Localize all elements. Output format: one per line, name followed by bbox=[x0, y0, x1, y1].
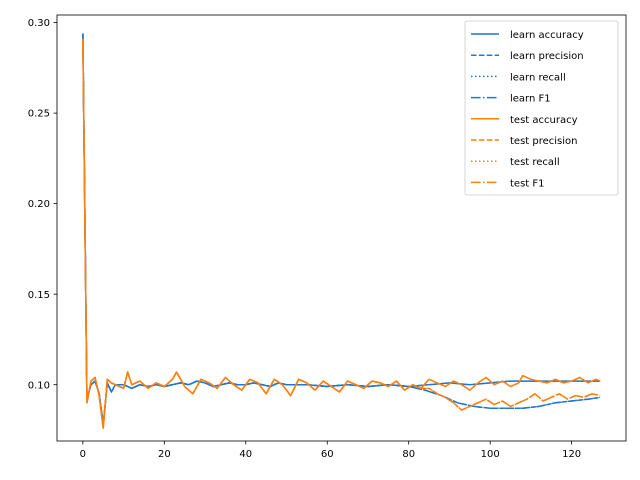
legend-entry: test precision bbox=[471, 136, 578, 147]
legend-items: learn accuracy learn precision learn recal… bbox=[471, 30, 584, 189]
x-tick-label: 100 bbox=[481, 449, 500, 460]
y-axis: 0.10 0.15 0.20 0.25 0.30 bbox=[28, 18, 57, 391]
series-line-learn-recall bbox=[82, 33, 601, 426]
legend-label: test precision bbox=[510, 136, 578, 147]
legend-box bbox=[464, 20, 619, 196]
y-tick-label: 0.25 bbox=[28, 109, 50, 120]
x-tick-label: 120 bbox=[562, 449, 581, 460]
legend-entry: learn precision bbox=[471, 51, 584, 62]
y-tick-label: 0.15 bbox=[28, 290, 50, 301]
y-tick-label: 0.10 bbox=[28, 380, 50, 391]
legend-label: test accuracy bbox=[510, 115, 578, 126]
x-tick-label: 20 bbox=[158, 449, 171, 460]
legend-label: learn recall bbox=[510, 72, 566, 83]
x-tick-label: 80 bbox=[402, 449, 415, 460]
legend-label: learn precision bbox=[510, 51, 584, 62]
plot-frame bbox=[56, 14, 627, 442]
legend-entry: test accuracy bbox=[471, 115, 578, 126]
legend-label: test recall bbox=[510, 157, 560, 168]
legend-label: learn F1 bbox=[510, 94, 551, 105]
legend-entry: learn F1 bbox=[471, 94, 551, 105]
y-tick-label: 0.20 bbox=[28, 199, 50, 210]
series-line-learn-f1 bbox=[82, 33, 601, 426]
x-tick-label: 60 bbox=[321, 449, 334, 460]
legend-entry: test F1 bbox=[471, 178, 545, 189]
legend-entry: learn recall bbox=[471, 72, 566, 83]
series-layer bbox=[82, 33, 601, 429]
legend-label: learn accuracy bbox=[510, 30, 584, 41]
x-tick-label: 0 bbox=[80, 449, 86, 460]
legend-label: test F1 bbox=[510, 178, 545, 189]
series-line-test-f1 bbox=[82, 38, 601, 429]
legend-entry: test recall bbox=[471, 157, 560, 168]
y-tick-label: 0.30 bbox=[28, 18, 50, 29]
legend-entry: learn accuracy bbox=[471, 30, 584, 41]
x-axis: 0 20 40 60 80 100 120 bbox=[80, 441, 581, 460]
legend: learn accuracy learn precision learn recal… bbox=[464, 20, 619, 196]
x-tick-label: 40 bbox=[239, 449, 252, 460]
